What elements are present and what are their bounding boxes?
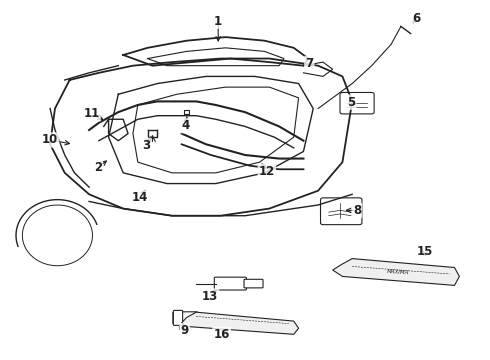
Text: 5: 5 [347, 96, 355, 109]
FancyBboxPatch shape [340, 93, 374, 114]
Text: 12: 12 [259, 165, 275, 177]
Text: 6: 6 [413, 12, 420, 25]
Text: 8: 8 [353, 204, 361, 217]
FancyBboxPatch shape [244, 279, 263, 288]
Text: 14: 14 [132, 192, 148, 204]
Text: 15: 15 [417, 245, 434, 258]
Text: 4: 4 [181, 119, 190, 132]
Text: 1: 1 [214, 14, 222, 27]
Text: 7: 7 [305, 57, 314, 70]
Text: 10: 10 [42, 134, 58, 147]
FancyBboxPatch shape [173, 312, 198, 324]
Text: 9: 9 [180, 324, 189, 337]
Text: MAXIMA: MAXIMA [387, 269, 410, 275]
FancyBboxPatch shape [320, 198, 362, 225]
Text: 11: 11 [83, 107, 99, 120]
Polygon shape [333, 258, 460, 285]
Text: 3: 3 [143, 139, 150, 152]
Text: 16: 16 [214, 328, 230, 341]
Text: 13: 13 [202, 289, 218, 303]
FancyBboxPatch shape [214, 277, 246, 290]
Polygon shape [184, 111, 189, 114]
Polygon shape [182, 312, 298, 334]
FancyBboxPatch shape [173, 310, 183, 325]
Text: 2: 2 [94, 161, 102, 174]
